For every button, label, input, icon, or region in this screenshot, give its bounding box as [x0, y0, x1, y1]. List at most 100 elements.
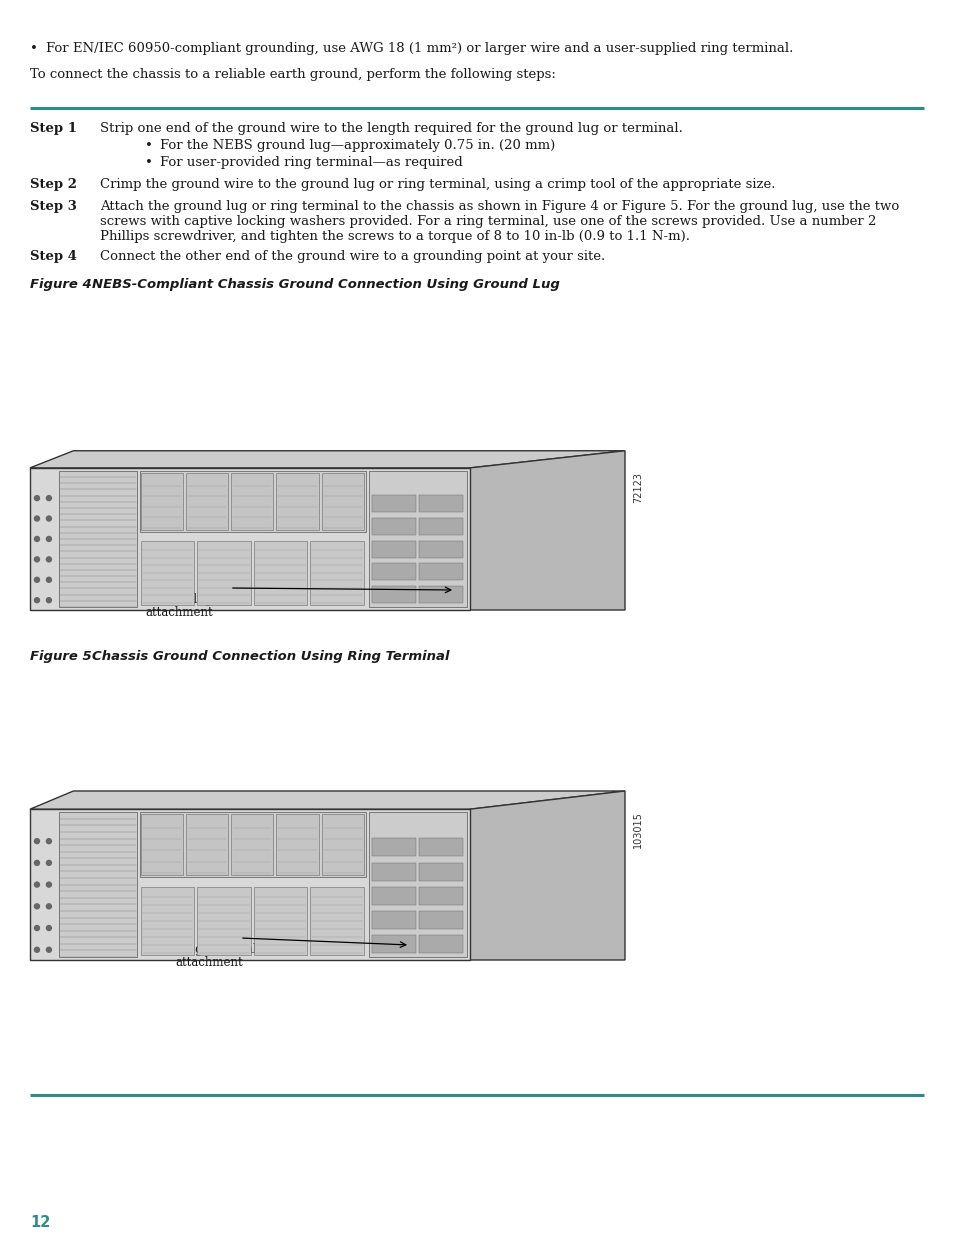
Bar — [141, 887, 194, 955]
Bar — [231, 473, 274, 530]
Circle shape — [47, 861, 51, 866]
Bar — [59, 471, 137, 606]
Bar — [140, 471, 365, 532]
Text: •: • — [145, 140, 152, 152]
Text: For the NEBS ground lug—approximately 0.75 in. (20 mm): For the NEBS ground lug—approximately 0.… — [160, 140, 555, 152]
Circle shape — [34, 882, 39, 887]
Text: 103015: 103015 — [633, 811, 642, 848]
Polygon shape — [470, 451, 624, 610]
Bar — [276, 473, 318, 530]
Bar — [418, 935, 462, 953]
Bar — [186, 814, 228, 876]
Bar — [372, 563, 416, 580]
Bar — [418, 910, 462, 929]
Circle shape — [47, 495, 51, 500]
Circle shape — [47, 516, 51, 521]
Bar — [372, 887, 416, 905]
Circle shape — [34, 536, 39, 541]
Bar — [310, 887, 363, 955]
Text: Chassis Ground Connection Using Ring Terminal: Chassis Ground Connection Using Ring Ter… — [91, 650, 449, 663]
Bar — [418, 495, 462, 513]
Bar — [141, 814, 183, 876]
Bar — [418, 563, 462, 580]
Bar — [186, 473, 228, 530]
Text: Attach the ground lug or ring terminal to the chassis as shown in Figure 4 or Fi: Attach the ground lug or ring terminal t… — [100, 200, 899, 212]
Bar — [372, 585, 416, 603]
Bar — [140, 813, 365, 877]
Circle shape — [34, 577, 39, 582]
Bar — [141, 541, 194, 605]
Circle shape — [34, 495, 39, 500]
Circle shape — [34, 861, 39, 866]
Circle shape — [34, 516, 39, 521]
Polygon shape — [30, 790, 624, 809]
Circle shape — [47, 577, 51, 582]
Bar — [418, 887, 462, 905]
Text: For user-provided ring terminal—as required: For user-provided ring terminal—as requi… — [160, 156, 462, 169]
Circle shape — [34, 925, 39, 930]
Bar — [418, 585, 462, 603]
Text: Step 4: Step 4 — [30, 249, 77, 263]
Text: For EN/IEC 60950-compliant grounding, use AWG 18 (1 mm²) or larger wire and a us: For EN/IEC 60950-compliant grounding, us… — [46, 42, 793, 56]
Bar — [372, 910, 416, 929]
Text: Ground lug: Ground lug — [145, 593, 212, 606]
Text: NEBS-Compliant Chassis Ground Connection Using Ground Lug: NEBS-Compliant Chassis Ground Connection… — [91, 278, 559, 291]
Bar — [368, 813, 467, 957]
Bar — [321, 814, 363, 876]
Circle shape — [47, 557, 51, 562]
Text: screws with captive locking washers provided. For a ring terminal, use one of th: screws with captive locking washers prov… — [100, 215, 876, 228]
Circle shape — [34, 904, 39, 909]
Bar — [276, 814, 318, 876]
Bar — [197, 541, 251, 605]
Text: 72123: 72123 — [633, 472, 642, 503]
Circle shape — [47, 947, 51, 952]
Text: Figure 4: Figure 4 — [30, 278, 91, 291]
Text: Crimp the ground wire to the ground lug or ring terminal, using a crimp tool of : Crimp the ground wire to the ground lug … — [100, 178, 775, 191]
Bar — [372, 839, 416, 856]
Circle shape — [47, 536, 51, 541]
Circle shape — [47, 925, 51, 930]
Text: Ring terminal: Ring terminal — [174, 944, 256, 956]
Circle shape — [47, 598, 51, 603]
Circle shape — [34, 557, 39, 562]
Bar — [253, 887, 307, 955]
Text: Step 3: Step 3 — [30, 200, 77, 212]
Bar — [372, 541, 416, 558]
Bar — [231, 814, 274, 876]
Bar — [418, 517, 462, 535]
Bar — [418, 862, 462, 881]
Bar — [310, 541, 363, 605]
Bar — [372, 495, 416, 513]
Text: To connect the chassis to a reliable earth ground, perform the following steps:: To connect the chassis to a reliable ear… — [30, 68, 556, 82]
Bar — [368, 471, 467, 606]
Bar — [141, 473, 183, 530]
Text: Figure 5: Figure 5 — [30, 650, 91, 663]
Bar — [253, 541, 307, 605]
Circle shape — [34, 839, 39, 844]
Circle shape — [47, 882, 51, 887]
Polygon shape — [30, 451, 624, 468]
Circle shape — [47, 839, 51, 844]
Circle shape — [34, 598, 39, 603]
Text: Step 1: Step 1 — [30, 122, 77, 135]
Bar — [372, 517, 416, 535]
Text: Connect the other end of the ground wire to a grounding point at your site.: Connect the other end of the ground wire… — [100, 249, 604, 263]
Text: •: • — [145, 156, 152, 169]
Polygon shape — [30, 809, 470, 960]
Text: attachment: attachment — [145, 606, 213, 619]
Text: Phillips screwdriver, and tighten the screws to a torque of 8 to 10 in-lb (0.9 t: Phillips screwdriver, and tighten the sc… — [100, 230, 689, 243]
Text: Strip one end of the ground wire to the length required for the ground lug or te: Strip one end of the ground wire to the … — [100, 122, 682, 135]
Bar — [59, 813, 137, 957]
Circle shape — [34, 947, 39, 952]
Text: •: • — [30, 42, 38, 56]
Bar — [321, 473, 363, 530]
Text: attachment: attachment — [174, 956, 242, 969]
Bar — [372, 935, 416, 953]
Text: Step 2: Step 2 — [30, 178, 77, 191]
Polygon shape — [30, 468, 470, 610]
Bar — [197, 887, 251, 955]
Text: 12: 12 — [30, 1215, 51, 1230]
Bar — [418, 839, 462, 856]
Polygon shape — [470, 790, 624, 960]
Bar — [418, 541, 462, 558]
